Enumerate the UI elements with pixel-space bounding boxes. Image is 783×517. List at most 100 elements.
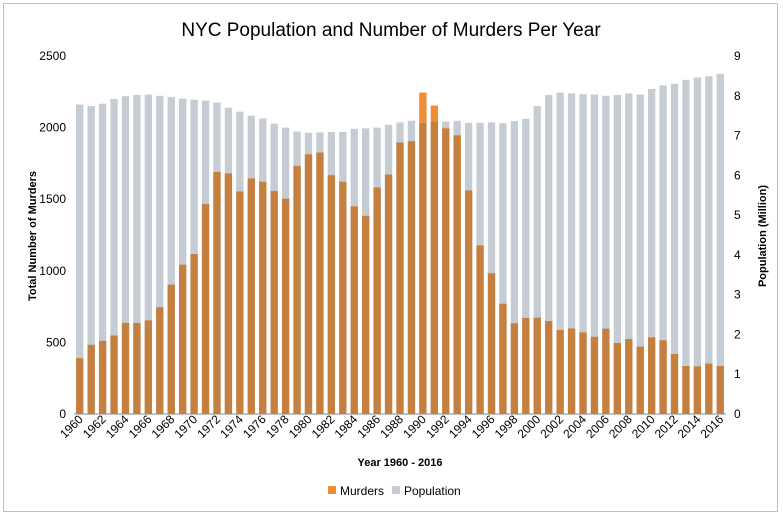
murder-bar-1986 (373, 187, 381, 414)
x-tick-label: 2016 (698, 412, 727, 441)
left-tick-label: 0 (59, 407, 66, 421)
population-bar-2003 (567, 93, 576, 414)
legend-label-murders: Murders (340, 484, 384, 498)
x-tick-label: 1996 (469, 412, 498, 441)
x-tick-label: 2014 (675, 412, 704, 441)
murder-bar-top-1991 (430, 105, 438, 122)
right-tick-label: 4 (734, 248, 741, 262)
x-tick-label: 1992 (423, 412, 452, 441)
population-bar-2014 (693, 77, 702, 414)
murder-bar-1966 (144, 320, 153, 414)
murder-bar-1996 (487, 273, 496, 414)
murder-bar-top-1990 (419, 92, 427, 123)
murder-bar-1985 (362, 215, 370, 414)
murder-bar-2000 (533, 317, 541, 414)
murder-bar-1963 (110, 335, 118, 414)
murder-bar-1975 (247, 178, 255, 414)
murder-bar-1979 (293, 165, 301, 414)
x-tick-label: 1990 (400, 412, 429, 441)
x-tick-label: 1980 (286, 412, 315, 441)
population-bar-2010 (647, 89, 656, 414)
x-tick-label: 1972 (194, 412, 223, 441)
chart-title: NYC Population and Number of Murders Per… (181, 20, 601, 41)
x-tick-label: 1982 (309, 412, 338, 441)
population-bar-1969 (179, 98, 187, 414)
murder-bar-1977 (270, 191, 278, 414)
legend: Murders Population (328, 484, 461, 498)
population-bar-1996 (487, 122, 496, 414)
murder-bar-1989 (407, 141, 416, 415)
x-axis-title: Year 1960 - 2016 (357, 457, 442, 469)
legend-label-population: Population (404, 484, 461, 498)
population-bar-2009 (636, 94, 644, 414)
left-tick-label: 2500 (39, 49, 66, 63)
left-tick-label: 500 (46, 335, 66, 349)
murder-bar-1994 (464, 190, 473, 414)
murder-bar-1972 (213, 171, 221, 414)
murder-bar-1991 (430, 121, 438, 414)
population-bar-2000 (533, 106, 541, 415)
x-tick-label: 1970 (171, 412, 200, 441)
murder-bar-1964 (121, 322, 130, 414)
murder-bar-1982 (327, 175, 336, 414)
x-tick-label: 2010 (629, 412, 658, 441)
population-bar-1964 (121, 96, 130, 415)
population-bar-1999 (522, 118, 530, 415)
murder-bar-2015 (705, 363, 713, 414)
murder-bar-1974 (236, 191, 244, 414)
population-bar-2002 (556, 92, 564, 415)
murder-bar-1981 (316, 152, 324, 415)
murder-bar-1999 (522, 317, 530, 414)
murder-bar-1962 (98, 340, 107, 414)
right-tick-label: 7 (734, 129, 741, 143)
legend-swatch-murders (328, 486, 336, 494)
x-tick-label: 1968 (149, 412, 178, 441)
x-tick-label: 1976 (240, 412, 269, 441)
right-tick-label: 5 (734, 208, 741, 222)
population-bar-1998 (510, 121, 519, 414)
murder-bar-2006 (602, 328, 610, 414)
murder-bar-2016 (716, 366, 724, 414)
population-bar-2007 (613, 94, 621, 414)
murder-bar-1980 (304, 154, 313, 414)
left-tick-label: 1500 (39, 192, 66, 206)
x-tick-label: 2006 (583, 412, 612, 441)
left-tick-label: 2000 (39, 121, 66, 135)
murder-bar-2013 (682, 366, 690, 414)
murder-bar-2001 (545, 321, 553, 414)
left-tick-label: 1000 (39, 264, 66, 278)
population-bar-2013 (682, 79, 690, 414)
murder-bar-1973 (224, 173, 233, 414)
murder-bar-1995 (476, 245, 484, 414)
right-tick-label: 6 (734, 168, 741, 182)
right-tick-label: 9 (734, 49, 741, 63)
population-bar-1967 (156, 95, 164, 415)
murder-bar-2005 (590, 336, 599, 414)
x-tick-label: 1974 (217, 412, 246, 441)
x-tick-label: 1964 (103, 412, 132, 441)
population-bar-1962 (98, 103, 107, 414)
murder-bar-1968 (167, 284, 175, 414)
right-tick-label: 3 (734, 288, 741, 302)
population-bar-2011 (659, 85, 667, 415)
right-axis-title: Population (Million) (757, 185, 769, 287)
x-axis-ticks: 1960196219641966196819701972197419761978… (57, 412, 727, 441)
murder-bar-2009 (636, 346, 644, 414)
x-tick-label: 1986 (354, 412, 383, 441)
population-bar-2008 (625, 93, 633, 414)
population-bar-2015 (705, 76, 713, 414)
murder-bar-1969 (179, 264, 187, 414)
population-bar-2001 (545, 94, 553, 414)
murder-bar-1997 (499, 303, 507, 414)
right-axis-ticks: 0 1 2 3 4 5 6 7 8 9 (734, 49, 741, 421)
population-bar-2006 (602, 95, 610, 415)
population-bar-2005 (590, 94, 599, 414)
murder-bar-1978 (281, 198, 290, 414)
x-tick-label: 1998 (492, 412, 521, 441)
right-tick-label: 0 (734, 407, 741, 421)
murder-bar-1960 (76, 358, 84, 414)
x-tick-label: 2002 (537, 412, 566, 441)
x-tick-label: 1962 (80, 412, 109, 441)
murder-bar-2003 (567, 328, 576, 414)
right-tick-label: 8 (734, 89, 741, 103)
